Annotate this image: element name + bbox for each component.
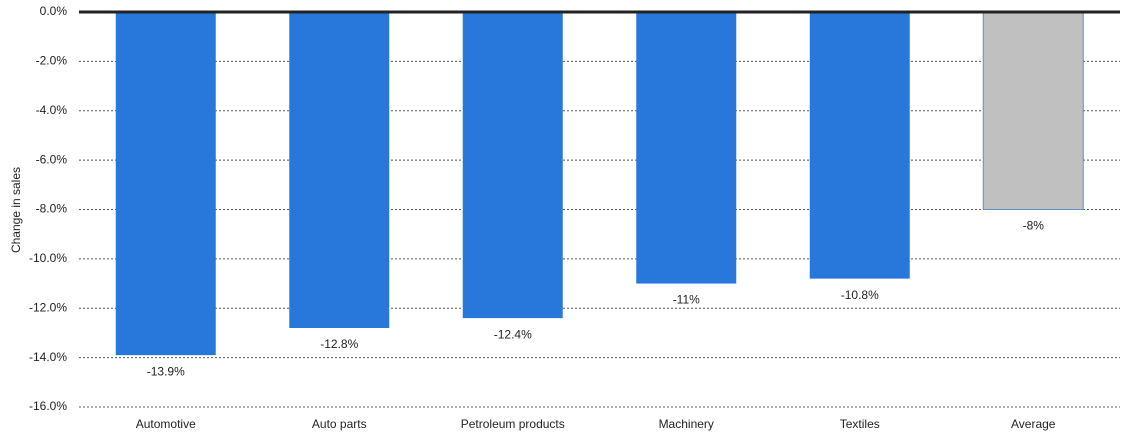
data-label: -11% (673, 293, 700, 307)
bar (115, 12, 216, 356)
x-tick-label: Machinery (659, 417, 714, 431)
y-tick-label: -2.0% (36, 54, 68, 68)
data-label: -10.8% (841, 288, 879, 302)
data-label: -13.9% (147, 364, 185, 378)
bar (636, 12, 737, 284)
x-tick-label: Auto parts (312, 417, 367, 431)
y-tick-label: -16.0% (29, 399, 67, 413)
y-tick-label: -6.0% (36, 152, 68, 166)
x-tick-label: Average (1011, 417, 1056, 431)
x-tick-label: Textiles (840, 417, 880, 431)
bar (462, 12, 563, 319)
data-label: -12.8% (320, 337, 358, 351)
y-tick-label: 0.0% (40, 4, 68, 18)
x-tick-label: Automotive (136, 417, 196, 431)
y-tick-label: -10.0% (29, 251, 67, 265)
y-tick-label: -12.0% (29, 300, 67, 314)
data-label: -12.4% (494, 327, 532, 341)
y-tick-label: -8.0% (36, 202, 68, 216)
bar (982, 11, 1084, 210)
y-tick-label: -14.0% (29, 350, 67, 364)
bar (809, 12, 910, 279)
bar (289, 12, 390, 328)
y-axis-label: Change in sales (9, 167, 23, 253)
data-label: -8% (1023, 219, 1045, 233)
x-tick-label: Petroleum products (461, 417, 565, 431)
y-tick-label: -4.0% (36, 103, 68, 117)
